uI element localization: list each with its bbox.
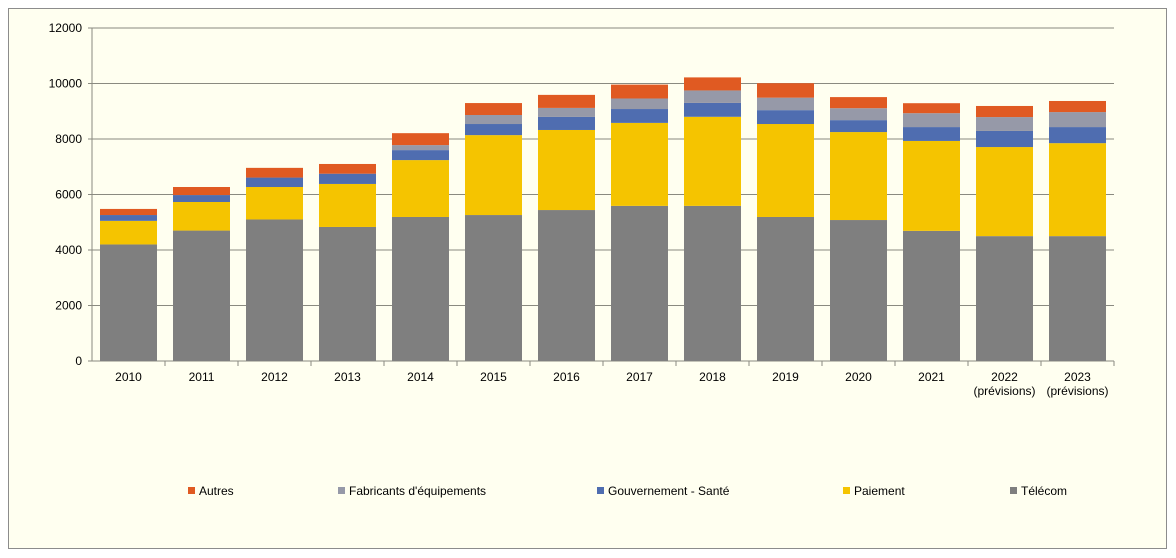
bar-autres-2020: [830, 97, 887, 109]
bar-autres-2021: [903, 103, 960, 114]
legend-swatch-4: [1010, 487, 1017, 494]
x-tick-label: 2018: [699, 370, 726, 384]
bar-autres-2023: [1049, 100, 1106, 113]
x-tick-label: 2012: [261, 370, 288, 384]
bar-autres-2016: [538, 94, 595, 108]
bar-t-l-com-2021: [903, 230, 960, 361]
legend-label: Gouvernement - Santé: [608, 484, 730, 498]
bar-t-l-com-2015: [465, 215, 522, 361]
x-tick-label: 2013: [334, 370, 361, 384]
bar-autres-2014: [392, 133, 449, 146]
legend-swatch-1: [338, 487, 345, 494]
bar-gouvernement-sant--2017: [611, 109, 668, 123]
legend-label: Autres: [199, 484, 234, 498]
bar-paiement-2012: [246, 187, 303, 220]
bar-paiement-2018: [684, 116, 741, 206]
bar-gouvernement-sant--2013: [319, 173, 376, 184]
x-tick-label: 2023 (prévisions): [1046, 370, 1108, 398]
bar-fabricants-d-quipements-2020: [830, 108, 887, 121]
x-tick-label: 2019: [772, 370, 799, 384]
y-tick-label: 6000: [55, 188, 82, 202]
bar-paiement-2016: [538, 129, 595, 211]
bar-paiement-2015: [465, 135, 522, 216]
bar-gouvernement-sant--2022: [976, 130, 1033, 148]
bar-paiement-2011: [173, 201, 230, 231]
bar-autres-2013: [319, 163, 376, 174]
bar-paiement-2021: [903, 140, 960, 231]
bar-gouvernement-sant--2018: [684, 102, 741, 117]
bar-paiement-2023: [1049, 143, 1106, 237]
bar-t-l-com-2010: [100, 244, 157, 361]
bar-gouvernement-sant--2012: [246, 177, 303, 188]
bar-gouvernement-sant--2011: [173, 195, 230, 202]
bar-autres-2022: [976, 105, 1033, 118]
y-tick-label: 0: [75, 354, 82, 368]
bar-gouvernement-sant--2014: [392, 150, 449, 161]
legend-swatch-2: [597, 487, 604, 494]
bar-autres-2010: [100, 208, 157, 216]
y-tick-label: 12000: [49, 21, 83, 35]
bar-t-l-com-2013: [319, 226, 376, 361]
bar-paiement-2019: [757, 124, 814, 217]
x-tick-label: 2010: [115, 370, 142, 384]
bar-fabricants-d-quipements-2019: [757, 97, 814, 111]
x-tick-label: 2011: [189, 370, 215, 384]
bar-paiement-2022: [976, 147, 1033, 237]
bar-fabricants-d-quipements-2014: [392, 145, 449, 151]
bar-fabricants-d-quipements-2016: [538, 107, 595, 117]
bar-autres-2018: [684, 77, 741, 91]
bar-t-l-com-2016: [538, 210, 595, 361]
bar-autres-2017: [611, 84, 668, 99]
bar-paiement-2014: [392, 160, 449, 217]
bar-t-l-com-2022: [976, 236, 1033, 361]
bar-autres-2011: [173, 187, 230, 196]
bar-autres-2015: [465, 103, 522, 115]
bar-paiement-2010: [100, 220, 157, 245]
legend-swatch-3: [843, 487, 850, 494]
x-tick-label: 2015: [480, 370, 507, 384]
y-tick-label: 8000: [55, 132, 82, 146]
bar-t-l-com-2014: [392, 216, 449, 361]
x-tick-label: 2022 (prévisions): [973, 370, 1035, 398]
bar-paiement-2017: [611, 122, 668, 206]
x-tick-label: 2016: [553, 370, 580, 384]
legend-swatch-0: [188, 487, 195, 494]
bar-gouvernement-sant--2016: [538, 116, 595, 130]
bar-gouvernement-sant--2020: [830, 120, 887, 133]
bar-gouvernement-sant--2010: [100, 215, 157, 221]
bar-gouvernement-sant--2023: [1049, 127, 1106, 144]
bar-t-l-com-2023: [1049, 236, 1106, 361]
bar-t-l-com-2011: [173, 230, 230, 361]
bar-fabricants-d-quipements-2022: [976, 117, 1033, 131]
bar-autres-2019: [757, 83, 814, 98]
x-tick-label: 2021: [918, 370, 945, 384]
x-tick-label: 2014: [407, 370, 434, 384]
y-tick-label: 2000: [55, 299, 82, 313]
bar-t-l-com-2018: [684, 205, 741, 361]
legend-label: Paiement: [854, 484, 905, 498]
bar-fabricants-d-quipements-2015: [465, 114, 522, 125]
x-tick-label: 2017: [626, 370, 653, 384]
bar-fabricants-d-quipements-2021: [903, 113, 960, 128]
y-tick-label: 4000: [55, 243, 82, 257]
bar-t-l-com-2012: [246, 219, 303, 361]
bar-fabricants-d-quipements-2017: [611, 98, 668, 110]
y-tick-label: 10000: [49, 77, 83, 91]
legend-label: Fabricants d'équipements: [349, 484, 486, 498]
bar-fabricants-d-quipements-2018: [684, 90, 741, 103]
bar-paiement-2020: [830, 132, 887, 221]
bar-gouvernement-sant--2019: [757, 110, 814, 125]
x-tick-label: 2020: [845, 370, 872, 384]
bar-gouvernement-sant--2015: [465, 124, 522, 136]
bar-fabricants-d-quipements-2023: [1049, 112, 1106, 128]
legend-label: Télécom: [1021, 484, 1067, 498]
bar-t-l-com-2017: [611, 205, 668, 361]
bar-t-l-com-2019: [757, 216, 814, 361]
bar-autres-2012: [246, 167, 303, 178]
bar-paiement-2013: [319, 183, 376, 227]
bar-t-l-com-2020: [830, 220, 887, 361]
bar-gouvernement-sant--2021: [903, 127, 960, 141]
